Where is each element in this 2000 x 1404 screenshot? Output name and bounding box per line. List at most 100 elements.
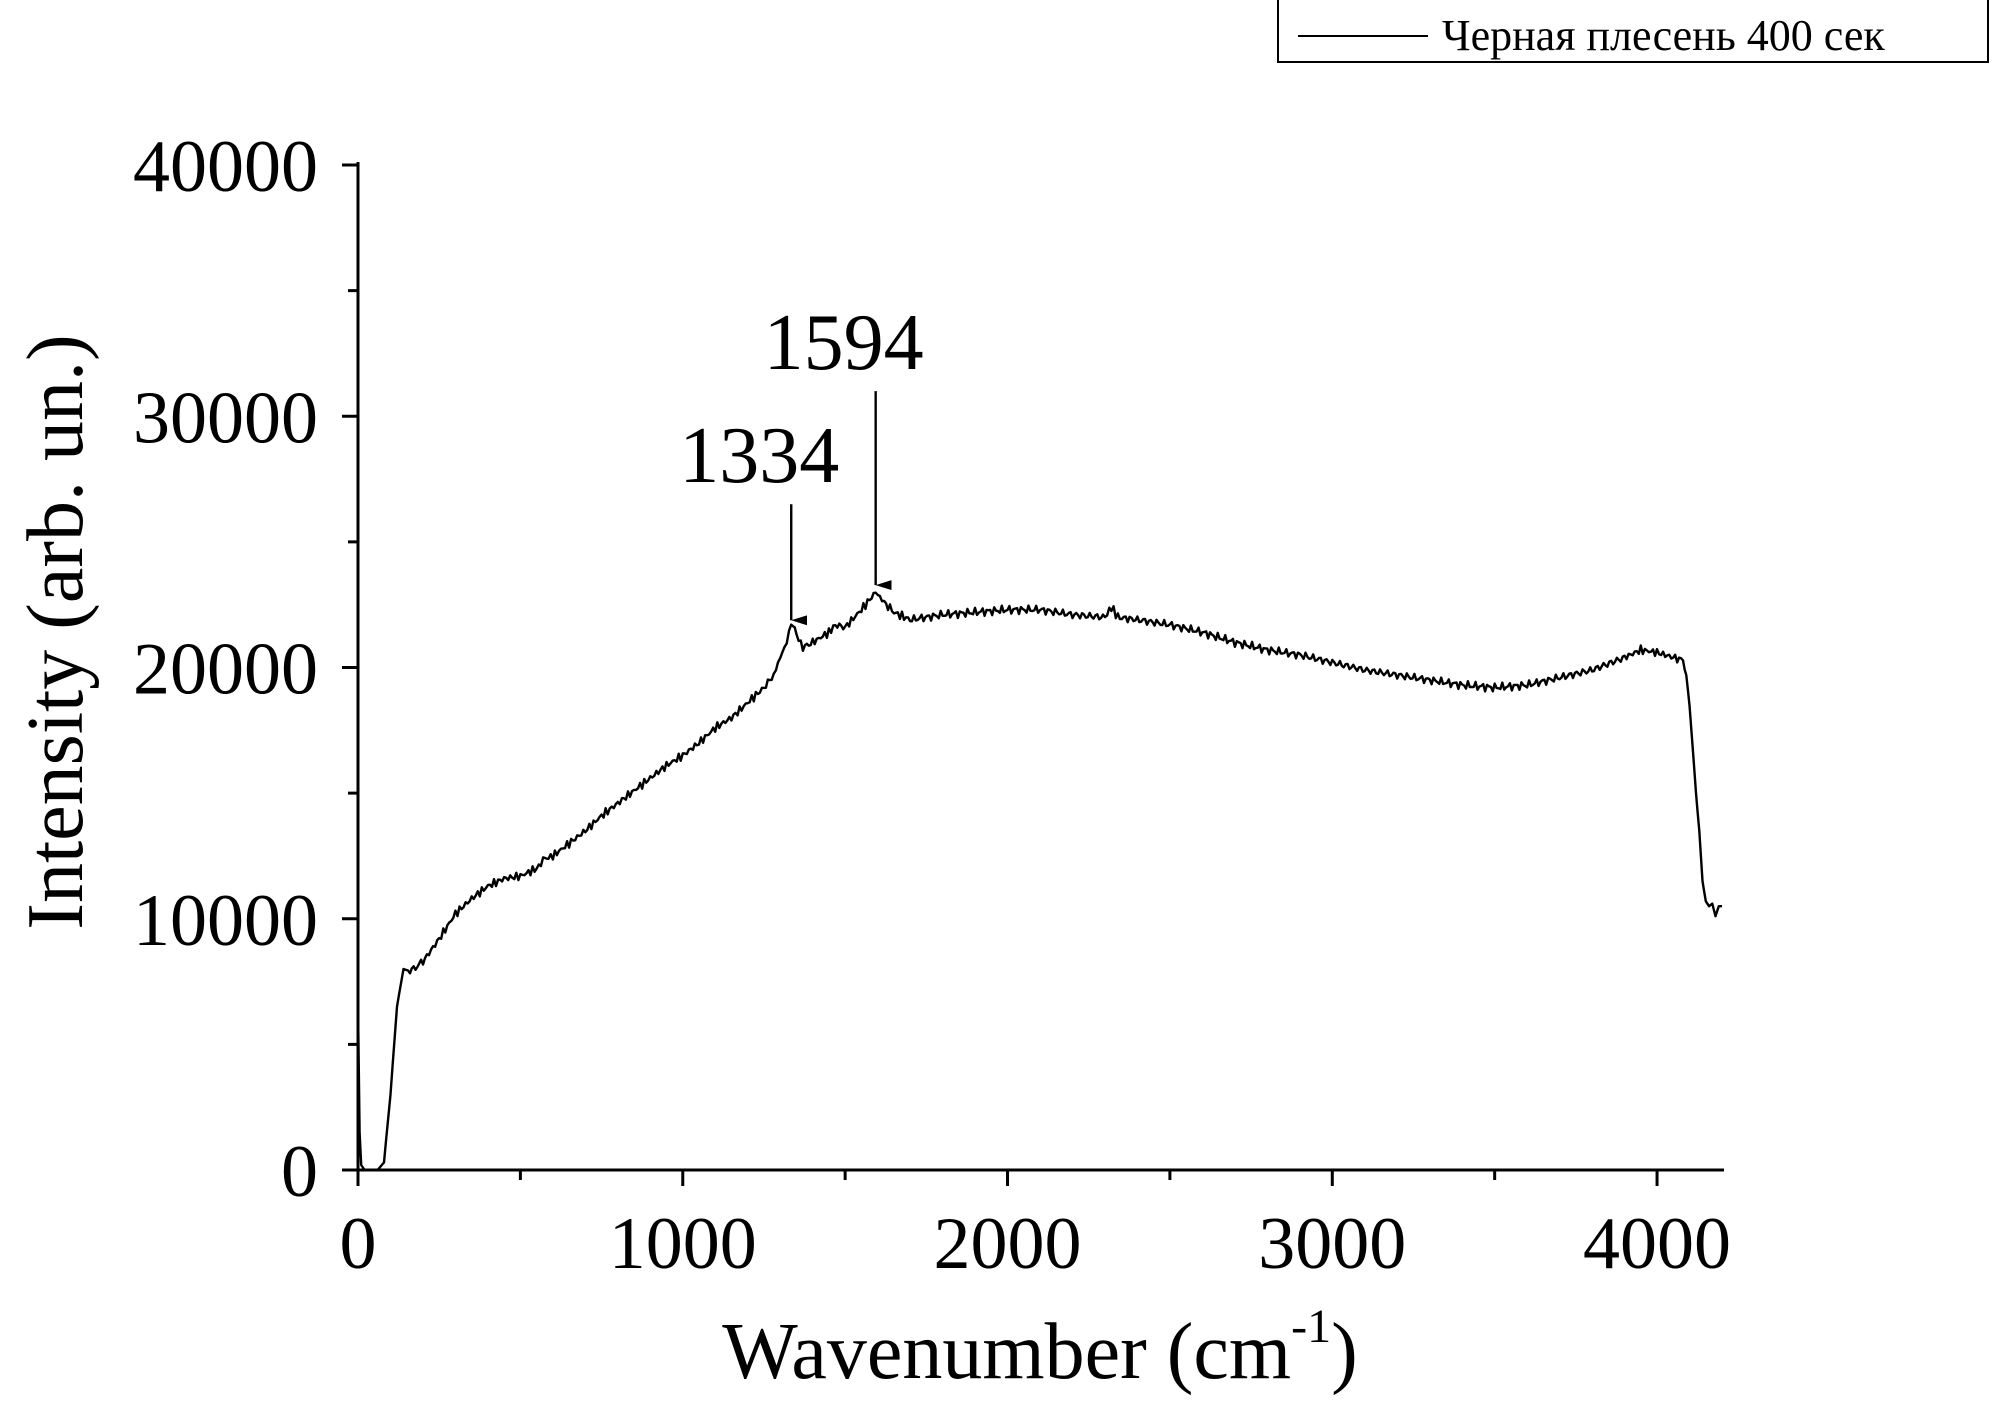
- data-point: [893, 611, 895, 613]
- data-point: [1672, 656, 1674, 658]
- data-point: [1039, 609, 1041, 611]
- x-tick-label: 0: [340, 1203, 377, 1285]
- data-point: [1685, 671, 1687, 673]
- data-point: [383, 1161, 385, 1163]
- annotations: 1334 1594: [679, 299, 924, 626]
- y-tick-label: 20000: [133, 629, 318, 711]
- data-point: [1461, 684, 1463, 686]
- data-point: [633, 789, 635, 791]
- data-point: [376, 1169, 378, 1171]
- data-point: [974, 611, 976, 613]
- data-point: [396, 1005, 398, 1007]
- x-tick-label: 2000: [934, 1203, 1082, 1285]
- data-point: [834, 624, 836, 626]
- data-point: [698, 742, 700, 744]
- data-point: [389, 1093, 391, 1095]
- data-point: [1591, 669, 1593, 671]
- data-point: [747, 701, 749, 703]
- data-point: [545, 857, 547, 859]
- data-point: [454, 913, 456, 915]
- data-point: [874, 591, 876, 593]
- data-point: [1364, 669, 1366, 671]
- data-point: [1721, 905, 1723, 907]
- data-point: [363, 1169, 365, 1171]
- data-point: [1656, 651, 1658, 653]
- data-point: [802, 646, 804, 648]
- annotation-label: 1594: [764, 299, 924, 387]
- data-point: [844, 626, 846, 628]
- legend: Черная плесень 400 сек: [1277, 0, 1989, 63]
- data-point: [535, 867, 537, 869]
- data-point: [1136, 619, 1138, 621]
- axes: [356, 162, 1724, 1172]
- data-point: [422, 960, 424, 962]
- data-point: [617, 802, 619, 804]
- x-axis-label-superscript: -1: [1291, 1300, 1331, 1353]
- data-points: [357, 591, 1723, 1171]
- legend-label: Черная плесень 400 сек: [1442, 11, 1885, 60]
- y-tick-label: 10000: [133, 880, 318, 962]
- data-point: [909, 619, 911, 621]
- data-point: [503, 877, 505, 879]
- data-point: [1201, 631, 1203, 633]
- data-point: [649, 777, 651, 779]
- data-point: [358, 1131, 360, 1133]
- data-point: [409, 970, 411, 972]
- ticks: [342, 163, 1659, 1186]
- data-point: [519, 875, 521, 877]
- x-tick-label: 1000: [609, 1203, 757, 1285]
- data-point: [1331, 661, 1333, 663]
- data-point: [779, 656, 781, 658]
- data-point: [584, 830, 586, 832]
- data-point: [1299, 654, 1301, 656]
- data-point: [941, 614, 943, 616]
- y-tick-label: 40000: [133, 126, 318, 208]
- data-point: [1623, 656, 1625, 658]
- data-point: [568, 842, 570, 844]
- data-point: [357, 1005, 359, 1007]
- data-point: [1695, 792, 1697, 794]
- data-point: [1705, 900, 1707, 902]
- data-point: [1558, 676, 1560, 678]
- data-point: [487, 885, 489, 887]
- x-axis-label: Wavenumber (cm-1): [722, 1300, 1358, 1396]
- x-tick-label: 3000: [1258, 1203, 1406, 1285]
- data-point: [1718, 905, 1720, 907]
- annotation-label: 1334: [679, 412, 839, 500]
- data-point: [370, 1169, 372, 1171]
- data-point: [795, 634, 797, 636]
- data-point: [1526, 684, 1528, 686]
- data-point: [1396, 674, 1398, 676]
- data-point: [1071, 614, 1073, 616]
- data-point: [1006, 609, 1008, 611]
- data-point: [1104, 616, 1106, 618]
- data-point: [665, 764, 667, 766]
- data-point: [730, 717, 732, 719]
- data-point: [360, 1164, 362, 1166]
- data-point: [682, 754, 684, 756]
- data-point: [470, 897, 472, 899]
- x-axis-label-close: ): [1331, 1308, 1358, 1396]
- data-point: [1493, 686, 1495, 688]
- data-point: [811, 641, 813, 643]
- data-point: [552, 855, 554, 857]
- y-axis-label: Intensity (arb. un.): [12, 334, 100, 929]
- data-point: [772, 674, 774, 676]
- data-point: [785, 641, 787, 643]
- data-point: [1117, 616, 1119, 618]
- data-point: [1711, 902, 1713, 904]
- data-point: [1640, 649, 1642, 651]
- series-line: [356, 591, 1722, 1172]
- data-point: [1698, 830, 1700, 832]
- legend-box: [1277, 0, 1989, 63]
- data-point: [1429, 679, 1431, 681]
- data-point: [1169, 624, 1171, 626]
- data-point: [860, 609, 862, 611]
- data-point: [883, 601, 885, 603]
- data-point: [438, 938, 440, 940]
- data-point: [542, 860, 544, 862]
- data-point: [790, 621, 792, 623]
- data-point: [828, 631, 830, 633]
